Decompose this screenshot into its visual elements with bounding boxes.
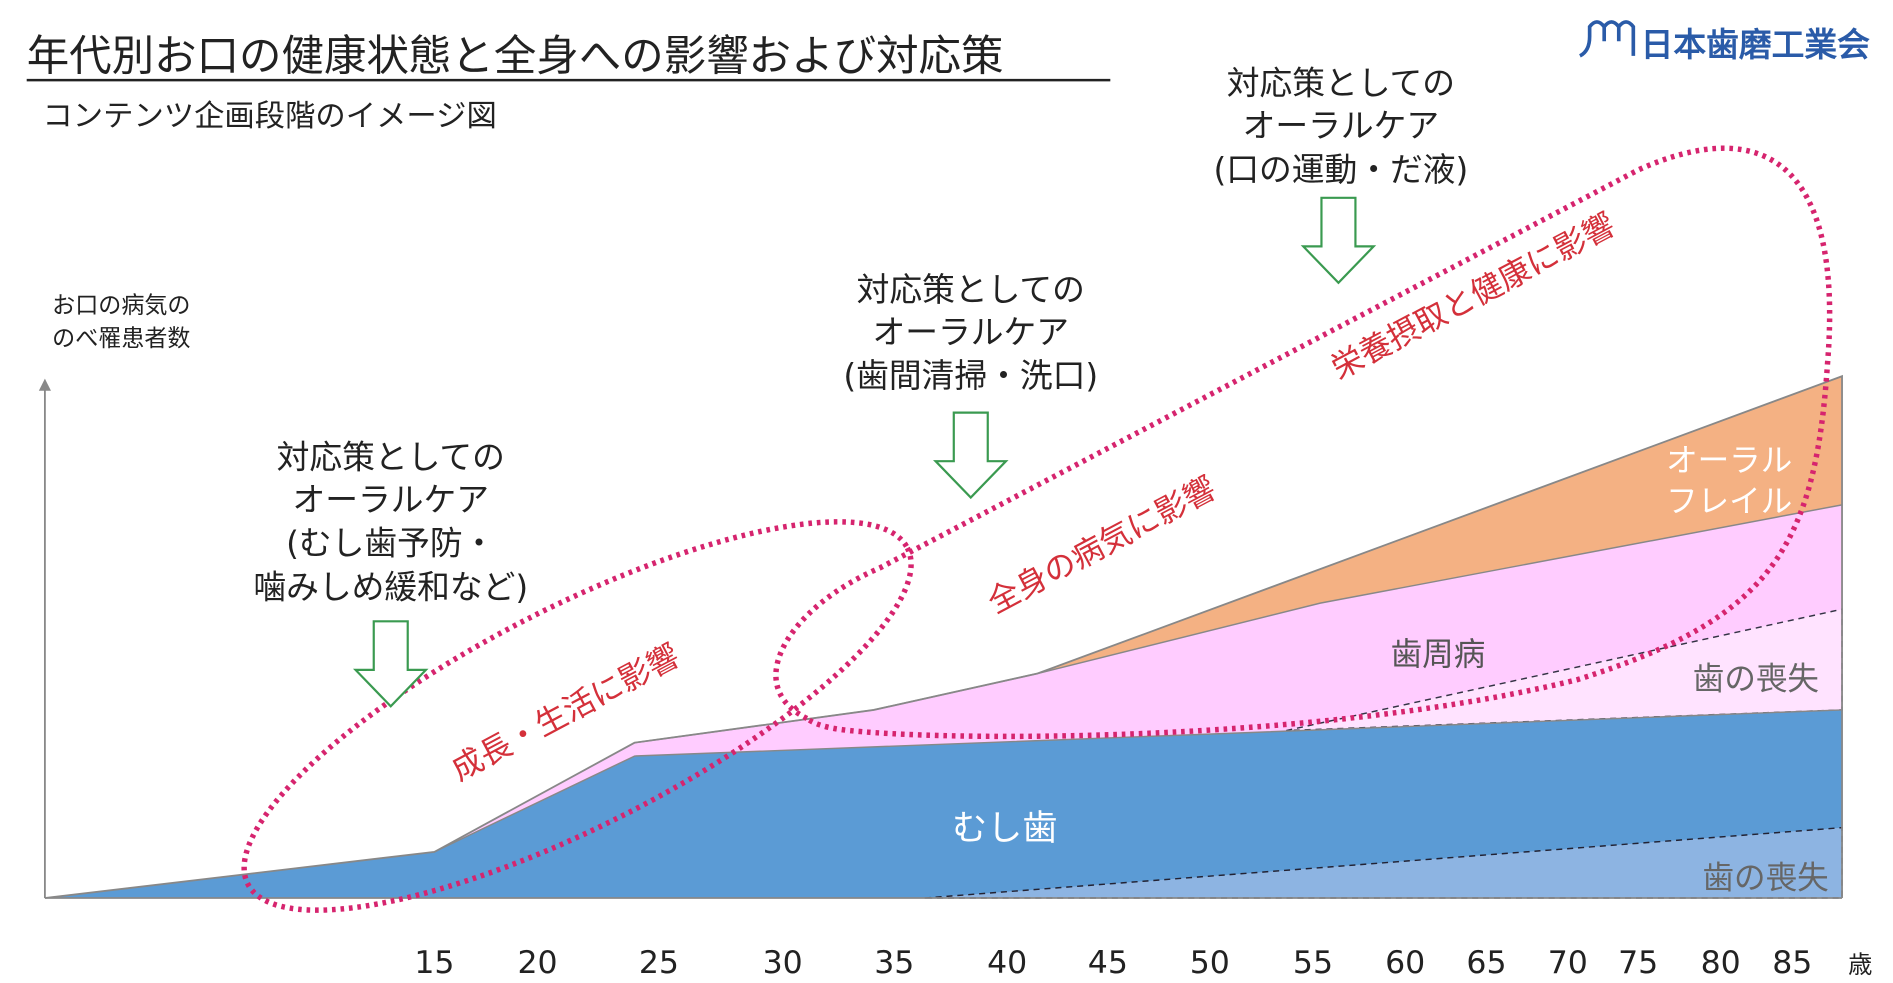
x-tick: 75: [1618, 945, 1658, 981]
care-text: (むし歯予防・: [286, 525, 495, 563]
x-tick: 80: [1701, 945, 1741, 981]
x-tick: 20: [517, 945, 557, 981]
x-tick: 45: [1088, 945, 1128, 981]
label-periodontal: 歯周病: [1391, 637, 1486, 673]
x-tick: 40: [987, 945, 1027, 981]
area-periodontal: [434, 504, 1843, 852]
care-block-3: 対応策としての オーラルケア (口の運動・だ液): [1213, 65, 1468, 285]
caries-outline: [434, 709, 1843, 853]
x-tick: 25: [639, 945, 679, 981]
x-axis-ticks: 15 20 25 30 35 40 45 50 55 60 65 70 75 8…: [414, 945, 1872, 981]
logo: 日本歯磨工業会: [1579, 20, 1870, 64]
down-arrow-icon: [933, 411, 1009, 500]
subtitle: コンテンツ企画段階のイメージ図: [42, 99, 496, 134]
x-tick: 30: [763, 945, 803, 981]
periodontal-outline: [634, 504, 1843, 744]
care-text: (口の運動・だ液): [1213, 151, 1468, 189]
label-tooth-loss-upper: 歯の喪失: [1693, 661, 1819, 697]
care-text: (歯間清掃・洗口): [843, 357, 1098, 395]
down-arrow-icon: [1300, 196, 1377, 285]
care-text: 対応策としての: [277, 438, 505, 476]
label-tooth-loss-lower: 歯の喪失: [1702, 860, 1828, 896]
impact-ellipse-growth: [241, 519, 914, 913]
care-block-1: 対応策としての オーラルケア (むし歯予防・ 噛みしめ緩和など): [253, 438, 528, 708]
x-tick: 55: [1293, 945, 1333, 981]
x-tick: 60: [1385, 945, 1425, 981]
y-axis-label-line2: のべ罹患者数: [52, 326, 190, 352]
area-tooth-loss-upper: [1286, 608, 1843, 732]
impact-label-nutrition: 栄養摂取と健康に影響: [1326, 207, 1621, 387]
x-tick: 70: [1548, 945, 1588, 981]
x-tick: 65: [1466, 945, 1506, 981]
care-text: オーラルケア: [873, 313, 1070, 351]
label-oral-frailty-2: フレイル: [1666, 484, 1792, 520]
y-axis-label-line1: お口の病気の: [52, 293, 190, 319]
x-axis-unit: 歳: [1848, 950, 1872, 979]
logo-text: 日本歯磨工業会: [1641, 26, 1870, 64]
impact-label-systemic: 全身の病気に影響: [982, 471, 1222, 621]
care-text: オーラルケア: [292, 481, 489, 519]
logo-mark-icon: [1579, 20, 1636, 58]
area-caries: [44, 709, 1843, 899]
care-text: 噛みしめ緩和など): [253, 568, 528, 606]
x-tick: 15: [414, 945, 454, 981]
x-tick: 35: [874, 945, 914, 981]
x-tick: 85: [1772, 945, 1812, 981]
label-oral-frailty-1: オーラル: [1666, 443, 1792, 479]
x-tick: 50: [1190, 945, 1230, 981]
care-text: オーラルケア: [1243, 107, 1440, 145]
care-text: 対応策としての: [857, 271, 1085, 309]
care-text: 対応策としての: [1227, 65, 1455, 103]
label-caries: むし歯: [952, 808, 1058, 849]
care-block-2: 対応策としての オーラルケア (歯間清掃・洗口): [843, 271, 1098, 500]
page-title: 年代別お口の健康状態と全身への影響および対応策: [27, 32, 1004, 81]
y-axis-arrow-icon: [38, 378, 51, 391]
down-arrow-icon: [352, 620, 429, 708]
